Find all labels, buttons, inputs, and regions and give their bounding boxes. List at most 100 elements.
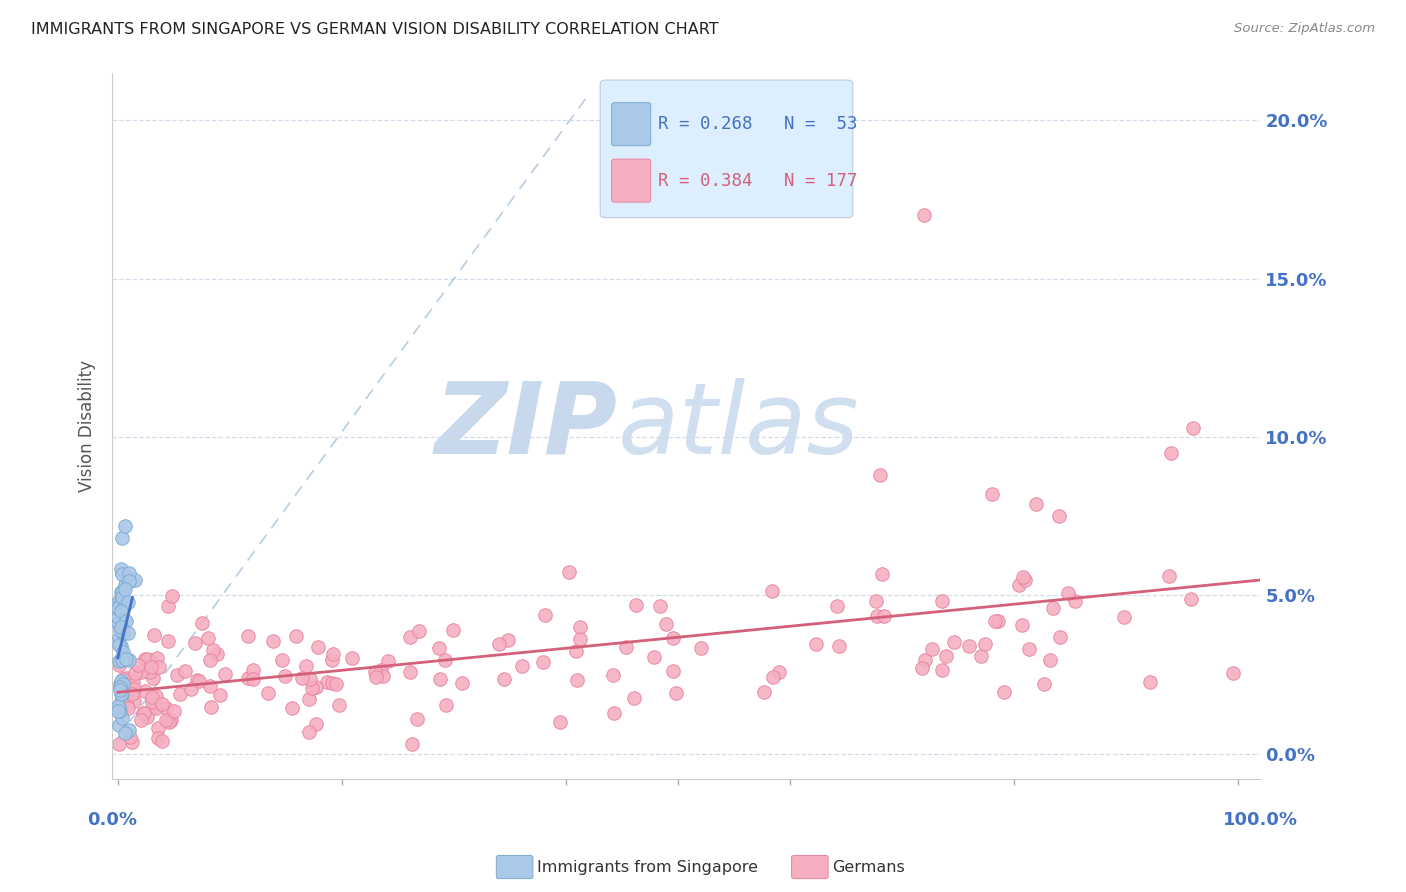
Point [298,725,321,739]
Point [197,631,219,645]
Point [110,697,132,711]
Text: 0.0%: 0.0% [87,811,138,829]
Point [118,730,141,744]
Point [108,680,131,694]
Text: IMMIGRANTS FROM SINGAPORE VS GERMAN VISION DISABILITY CORRELATION CHART: IMMIGRANTS FROM SINGAPORE VS GERMAN VISI… [31,22,718,37]
Point [118,574,141,588]
Point [139,660,162,674]
Point [110,604,132,618]
Point [114,582,136,596]
Point [142,671,165,685]
Point [108,596,131,610]
Point [148,660,170,674]
Point [434,698,457,712]
Point [1064,594,1087,608]
Point [111,680,134,694]
Point [568,632,591,646]
Point [451,676,474,690]
Point [408,624,430,638]
Point [866,609,889,624]
Y-axis label: Vision Disability: Vision Disability [79,360,96,492]
Point [364,670,387,684]
Point [111,584,134,599]
Point [301,681,323,696]
Point [107,595,129,609]
Point [993,685,1015,699]
Point [1112,609,1135,624]
Point [377,654,399,668]
Point [129,665,152,679]
Point [117,626,139,640]
Point [873,609,896,624]
Point [124,666,146,681]
Point [1014,573,1036,587]
Point [111,621,134,635]
Point [111,691,134,706]
Point [865,594,887,608]
Point [914,653,936,667]
Point [1139,675,1161,690]
FancyBboxPatch shape [600,80,853,218]
Point [111,711,134,725]
Point [117,701,139,715]
Point [202,642,225,657]
Point [143,699,166,714]
Point [145,701,167,715]
Point [112,677,135,691]
Point [257,686,280,700]
Point [190,616,212,631]
Point [340,651,363,665]
Point [565,673,588,687]
Point [111,651,134,665]
Point [110,675,132,690]
Point [111,590,134,604]
Text: Source: ZipAtlas.com: Source: ZipAtlas.com [1234,22,1375,36]
Point [107,698,129,713]
Point [135,710,157,724]
Point [121,675,143,690]
Point [108,700,131,714]
Point [305,680,328,694]
Point [118,723,141,737]
Point [108,737,131,751]
Point [180,682,202,697]
Point [298,672,321,686]
Point [983,614,1005,628]
Point [441,624,464,638]
Point [1025,497,1047,511]
Point [429,672,451,686]
Point [135,651,157,665]
Point [110,562,132,576]
Point [155,700,177,714]
Point [112,645,135,659]
Point [160,589,183,603]
Point [761,670,783,684]
Point [364,665,387,680]
Point [427,640,450,655]
Point [112,672,135,686]
Point [531,655,554,669]
Point [321,652,343,666]
Point [284,629,307,643]
Point [107,600,129,615]
Point [107,658,129,673]
Point [173,664,195,678]
Point [114,652,136,666]
Point [270,653,292,667]
Point [494,672,516,686]
Point [1011,618,1033,632]
Point [114,614,136,628]
Point [107,654,129,668]
Point [111,532,134,546]
Point [169,687,191,701]
Point [214,666,236,681]
FancyBboxPatch shape [612,159,651,202]
Point [115,686,138,700]
Point [157,633,180,648]
Point [942,635,965,649]
FancyBboxPatch shape [612,103,651,145]
Point [114,598,136,612]
Point [107,609,129,624]
Point [150,697,173,711]
Point [200,699,222,714]
